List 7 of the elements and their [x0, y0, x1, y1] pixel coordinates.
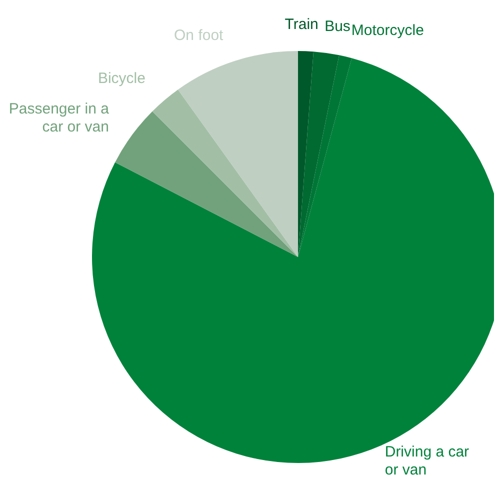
- slice-label: On foot: [174, 26, 224, 44]
- slice-label: Bicycle: [98, 70, 146, 87]
- slice-label: Driving a car or van: [384, 443, 470, 478]
- slice-label: Bus: [324, 18, 350, 35]
- slice-label: Motorcycle: [351, 22, 424, 39]
- slice-label: Train: [284, 16, 318, 33]
- slice-label: Passenger in a car or van: [8, 100, 110, 135]
